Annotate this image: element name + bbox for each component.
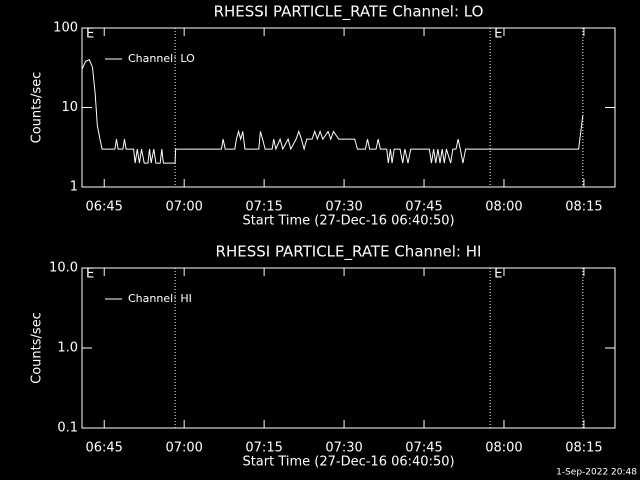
legend-label: Channel: HI: [128, 292, 192, 305]
x-tick-label: 08:00: [485, 441, 522, 456]
x-tick-label: 07:30: [325, 200, 362, 215]
x-tick-label: 07:15: [245, 441, 282, 456]
x-axis-label: Start Time (27-Dec-16 06:40:50): [242, 455, 454, 470]
y-tick-label: 1.0: [57, 341, 78, 356]
event-marker: E: [494, 267, 502, 282]
x-tick-label: 08:00: [485, 200, 522, 215]
y-tick-label: 100: [53, 21, 78, 36]
x-tick-label: 08:15: [565, 441, 602, 456]
y-tick-label: 0.1: [57, 421, 78, 436]
x-tick-label: 07:45: [405, 200, 442, 215]
y-axis-label: Counts/sec: [30, 312, 45, 384]
x-tick-label: 07:00: [165, 441, 202, 456]
x-tick-label: 07:15: [245, 200, 282, 215]
x-tick-label: 08:15: [565, 200, 602, 215]
event-marker: E: [86, 27, 94, 42]
y-tick-label: 10: [61, 100, 78, 115]
x-tick-label: 06:45: [85, 441, 122, 456]
footer-date: 1-Sep-2022 20:48: [556, 468, 637, 478]
legend-label: Channel: LO: [128, 52, 195, 65]
x-tick-label: 07:30: [325, 441, 362, 456]
event-marker: E: [86, 267, 94, 282]
chart-title: RHESSI PARTICLE_RATE Channel: LO: [214, 3, 484, 22]
data-line: [81, 58, 584, 164]
y-axis-label: Counts/sec: [30, 72, 45, 144]
y-tick-label: 1: [70, 180, 78, 195]
x-tick-label: 07:00: [165, 200, 202, 215]
event-marker: E: [494, 27, 502, 42]
y-tick-label: 10.0: [49, 261, 78, 276]
x-axis-label: Start Time (27-Dec-16 06:40:50): [242, 214, 454, 229]
x-tick-label: 06:45: [85, 200, 122, 215]
x-tick-label: 07:45: [405, 441, 442, 456]
chart-title: RHESSI PARTICLE_RATE Channel: HI: [216, 243, 482, 262]
